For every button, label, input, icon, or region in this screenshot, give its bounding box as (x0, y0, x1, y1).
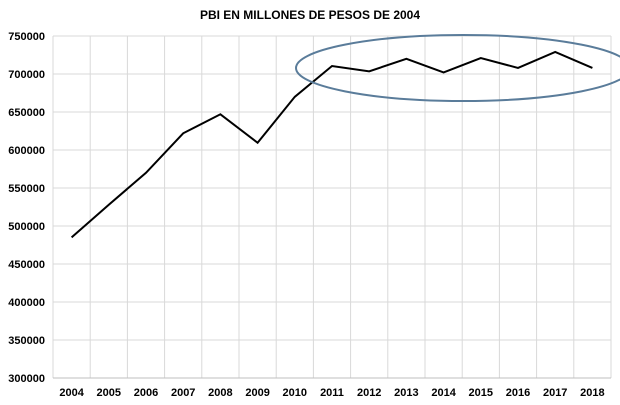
highlight-ellipse (295, 34, 620, 102)
series-line (70, 50, 593, 239)
y-tick-label: 300000 (8, 373, 45, 385)
x-tick-label: 2017 (543, 387, 567, 399)
grid (52, 35, 612, 379)
x-tick-label: 2016 (506, 387, 530, 399)
x-tick-label: 2007 (171, 387, 195, 399)
x-tick-label: 2013 (394, 387, 418, 399)
x-tick-label: 2012 (357, 387, 381, 399)
chart-title: PBI EN MILLONES DE PESOS DE 2004 (200, 8, 420, 22)
x-tick-label: 2018 (580, 387, 604, 399)
x-tick-label: 2010 (283, 387, 307, 399)
x-axis: 2004 2005 2006 2007 2008 2009 2010 2011 2012 2013… (59, 387, 604, 399)
y-tick-label: 500000 (8, 221, 45, 233)
y-tick-label: 750000 (8, 31, 45, 43)
x-tick-label: 2008 (208, 387, 232, 399)
y-tick-label: 700000 (8, 69, 45, 81)
x-tick-label: 2014 (431, 387, 456, 399)
y-tick-label: 350000 (8, 335, 45, 347)
x-tick-label: 2005 (97, 387, 121, 399)
y-tick-label: 550000 (8, 183, 45, 195)
series (70, 50, 593, 239)
x-tick-label: 2004 (59, 387, 84, 399)
y-tick-label: 450000 (8, 259, 45, 271)
x-tick-label: 2015 (469, 387, 493, 399)
x-tick-label: 2009 (245, 387, 269, 399)
y-tick-label: 650000 (8, 107, 45, 119)
annotation (295, 34, 620, 102)
x-tick-label: 2011 (320, 387, 344, 399)
y-tick-label: 400000 (8, 297, 45, 309)
x-tick-label: 2006 (134, 387, 158, 399)
y-tick-label: 600000 (8, 145, 45, 157)
y-axis: 300000 350000 400000 450000 500000 550000 6000… (8, 31, 45, 385)
